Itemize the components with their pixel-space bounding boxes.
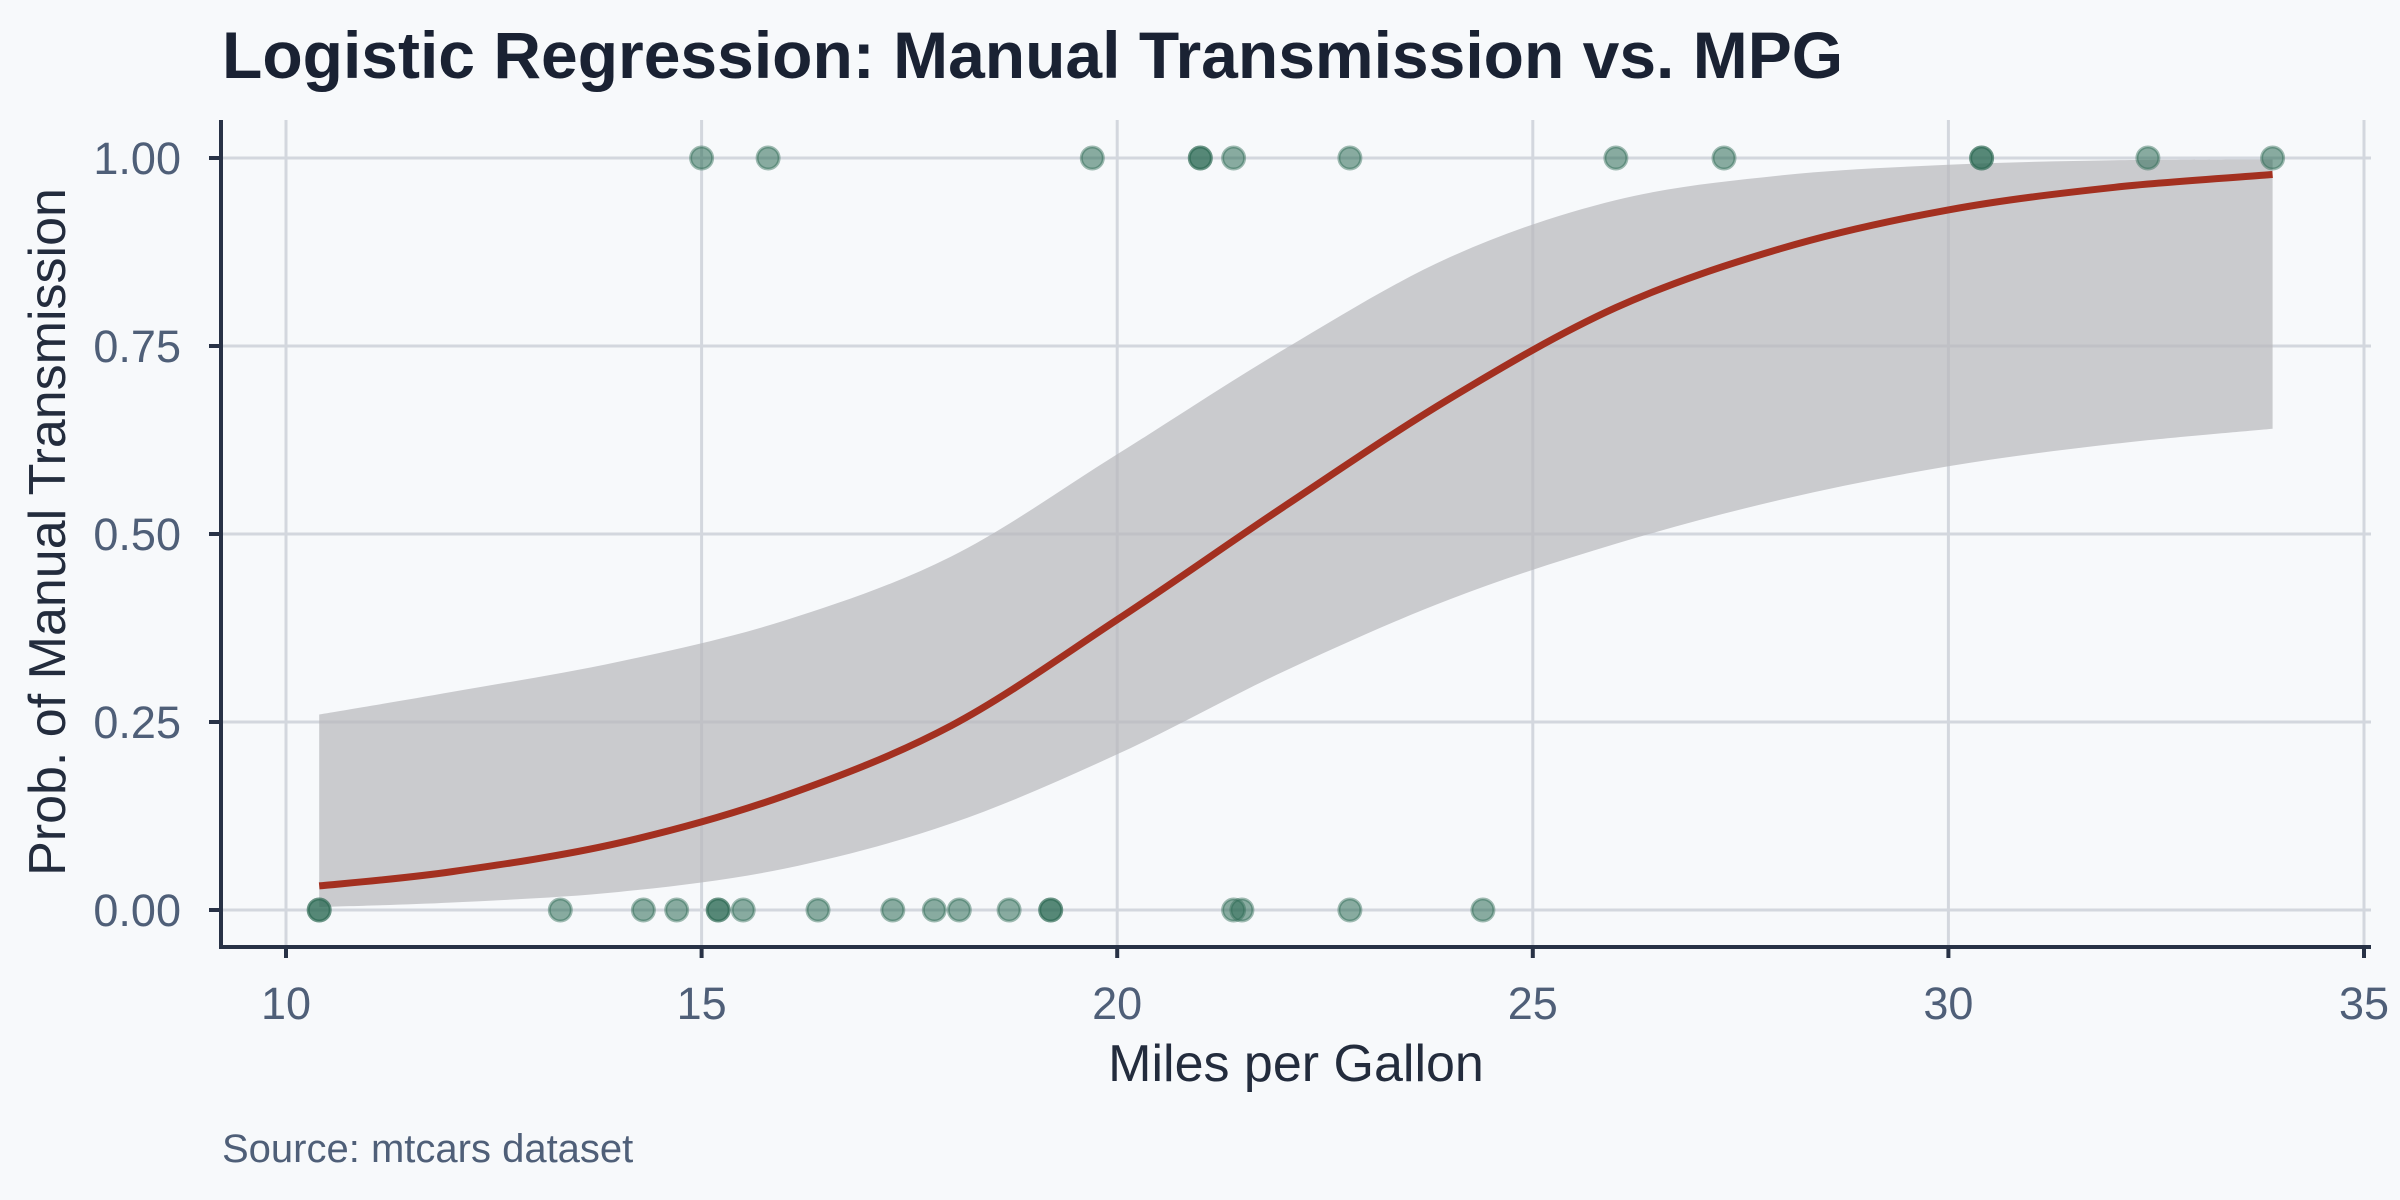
x-tick-label: 35 [2339, 978, 2389, 1029]
data-point [2135, 145, 2161, 171]
data-point [664, 897, 690, 923]
data-point [1337, 897, 1363, 923]
y-axis-ticks: 0.00 0.25 0.50 0.75 1.00 [93, 133, 221, 936]
confidence-band [319, 159, 2273, 907]
data-point [730, 897, 756, 923]
data-point [1221, 145, 1247, 171]
x-axis-ticks: 10 15 20 25 30 35 [261, 947, 2389, 1029]
fit-line [318, 171, 2273, 890]
data-point [689, 145, 715, 171]
data-point [1969, 145, 1995, 171]
chart-title: Logistic Regression: Manual Transmission… [222, 18, 1843, 92]
x-tick-label: 10 [261, 978, 311, 1029]
data-point [1337, 145, 1363, 171]
data-point [1711, 145, 1737, 171]
source-caption: Source: mtcars dataset [222, 1127, 633, 1171]
y-tick-label: 1.00 [93, 133, 181, 184]
data-point [1603, 145, 1629, 171]
data-point [1187, 145, 1213, 171]
data-point [996, 897, 1022, 923]
data-point [306, 897, 332, 923]
data-point [921, 897, 947, 923]
data-point [805, 897, 831, 923]
data-point [547, 897, 573, 923]
data-point [1079, 145, 1105, 171]
y-tick-label: 0.00 [93, 885, 181, 936]
data-point [630, 897, 656, 923]
x-tick-label: 25 [1508, 978, 1558, 1029]
data-point [1038, 897, 1064, 923]
data-point [2260, 145, 2286, 171]
data-points [306, 145, 2286, 923]
data-point [880, 897, 906, 923]
data-point [1229, 897, 1255, 923]
x-tick-label: 30 [1923, 978, 1973, 1029]
data-point [755, 145, 781, 171]
x-tick-label: 20 [1092, 978, 1142, 1029]
data-point [705, 897, 731, 923]
y-tick-label: 0.75 [93, 321, 181, 372]
data-point [946, 897, 972, 923]
y-tick-label: 0.25 [93, 697, 181, 748]
x-axis-title: Miles per Gallon [1108, 1035, 1484, 1093]
y-tick-label: 0.50 [93, 509, 181, 560]
y-axis-title: Prob. of Manual Transmission [19, 188, 77, 876]
data-point [1470, 897, 1496, 923]
x-tick-label: 15 [677, 978, 727, 1029]
